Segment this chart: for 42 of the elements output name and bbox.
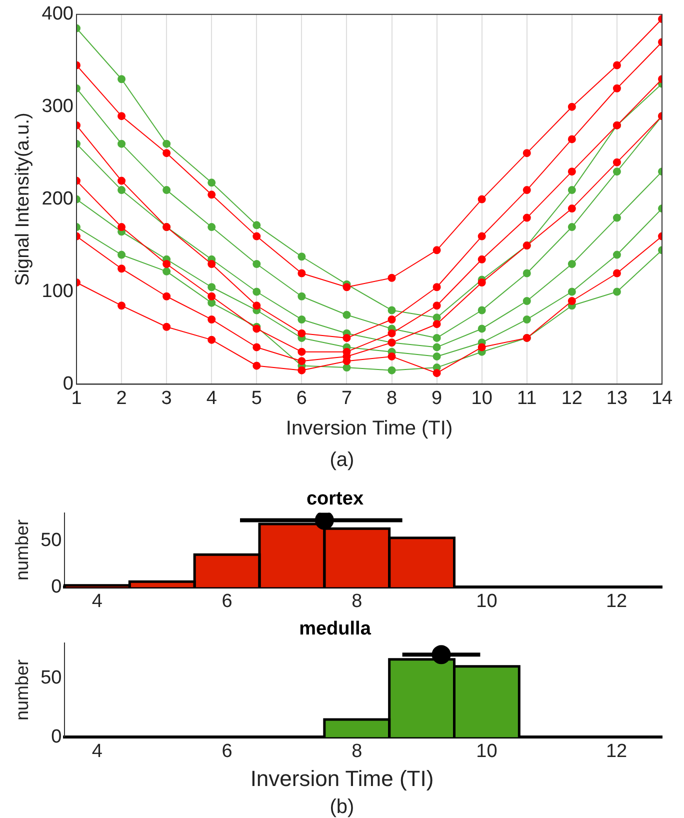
x-tick-label: 6 xyxy=(222,590,232,612)
y-axis-title: number xyxy=(12,659,32,721)
y-tick-label: 100 xyxy=(42,280,74,302)
y-tick-label: 200 xyxy=(42,188,74,210)
x-tick-label: 10 xyxy=(476,740,498,762)
y-tick-label: 300 xyxy=(42,96,74,118)
x-tick-label: 8 xyxy=(352,590,362,612)
x-tick-label: 8 xyxy=(386,388,398,409)
y-tick-label: 400 xyxy=(42,4,74,25)
x-tick-label: 12 xyxy=(561,388,582,409)
x-tick-label: 11 xyxy=(517,388,537,409)
x-tick-label: 10 xyxy=(471,388,492,409)
y-tick-label: 50 xyxy=(40,530,62,551)
text: (a) xyxy=(328,449,356,472)
x-tick-label: 13 xyxy=(606,388,628,409)
x-axis-title: Inversion Time (TI) xyxy=(286,418,453,440)
x-tick-label: 4 xyxy=(206,388,218,409)
x-tick-label: 6 xyxy=(296,388,307,409)
x-tick-label: 14 xyxy=(651,388,673,409)
x-tick-label: 4 xyxy=(92,590,103,612)
x-axis-title: Inversion Time (TI) xyxy=(249,766,435,792)
y-tick-label: 50 xyxy=(40,667,62,688)
y-tick-label: 0 xyxy=(51,726,62,748)
y-tick-label: 0 xyxy=(62,373,74,394)
x-tick-label: 12 xyxy=(606,740,628,762)
x-tick-label: 3 xyxy=(161,388,172,409)
y-axis-title: Signal Intensity(a.u.) xyxy=(12,112,34,286)
x-tick-label: 7 xyxy=(341,388,352,409)
x-tick-label: 9 xyxy=(432,388,442,409)
x-tick-label: 12 xyxy=(606,590,628,612)
chart-title: cortex xyxy=(306,488,364,510)
x-tick-label: 4 xyxy=(92,740,103,762)
x-tick-label: 1 xyxy=(71,388,82,409)
x-tick-label: 5 xyxy=(251,388,262,409)
chart-title: medulla xyxy=(299,618,372,640)
x-tick-label: 6 xyxy=(222,740,232,762)
x-tick-label: 2 xyxy=(116,388,127,409)
y-tick-label: 0 xyxy=(51,576,62,598)
y-axis-title: number xyxy=(12,519,32,581)
x-tick-label: 10 xyxy=(476,590,498,612)
x-tick-label: 8 xyxy=(352,740,362,762)
text: (b) xyxy=(328,796,356,818)
